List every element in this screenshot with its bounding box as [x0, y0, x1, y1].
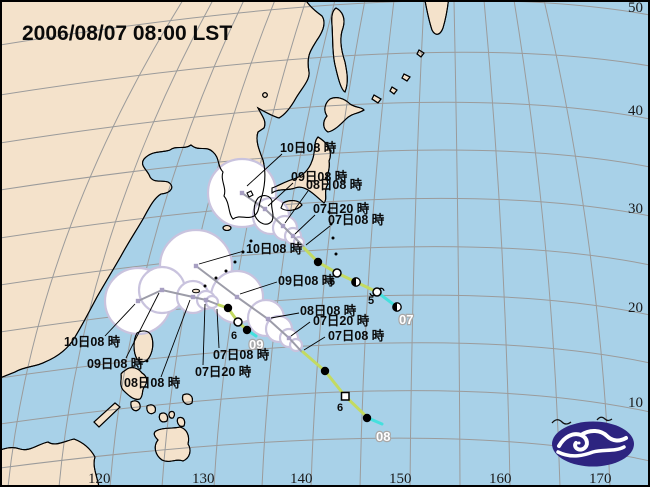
mindoro-island	[130, 400, 141, 412]
forecast-label-s08-00h: 07日08 時	[328, 328, 385, 343]
borneo-coast	[0, 438, 100, 487]
kamchatka-peninsula	[424, 0, 450, 35]
latitude-labels: 50 40 30 20 10	[628, 0, 643, 411]
lon-label-170: 170	[589, 471, 612, 487]
landmasses	[0, 0, 450, 487]
day-marker-6-storm-08: 6	[337, 402, 343, 414]
palawan-island	[93, 402, 121, 428]
track-position-symbols	[223, 257, 402, 423]
samar-island	[182, 393, 193, 405]
mindanao-island	[153, 426, 191, 462]
taiwan-island	[133, 330, 154, 363]
mindanao-island	[153, 426, 191, 462]
forecast-label-s08-48h: 09日08 時	[278, 273, 335, 288]
lat-label-40: 40	[628, 103, 643, 119]
forecast-position-dots	[135, 190, 296, 341]
daily-position-circle	[332, 268, 342, 278]
coastline-overlay	[0, 0, 450, 487]
typhoon-symbol	[372, 287, 382, 297]
lon-label-130: 130	[192, 471, 215, 487]
luzon-island	[120, 367, 148, 400]
shikoku-island	[280, 200, 303, 211]
kuril-islands	[371, 49, 425, 104]
map-title: 2006/08/07 08:00 LST	[22, 22, 232, 45]
forecast-label-s08-24h: 08日08 時	[300, 303, 357, 318]
kyushu-island	[253, 195, 274, 225]
forecast-label-s07-48h: 09日08 時	[291, 169, 348, 184]
lat-label-20: 20	[628, 300, 643, 316]
tsushima-island	[246, 190, 254, 198]
okinawa-island	[192, 288, 200, 294]
forecast-label-s07-24h: 08日08 時	[306, 177, 363, 192]
forecast-label-s09-12h: 07日20 時	[195, 364, 252, 379]
hokkaido-island	[323, 97, 365, 133]
cebu-island	[168, 410, 175, 419]
forecast-label-s07-00h: 07日08 時	[328, 212, 385, 227]
cwb-logo	[552, 421, 634, 467]
lon-label-120: 120	[88, 471, 111, 487]
forecast-label-s07-12h: 07日20 時	[313, 201, 370, 216]
lon-label-140: 140	[290, 471, 313, 487]
longitude-labels: 120 130 140 150 160 170	[88, 471, 612, 487]
forecast-label-s08-12h: 07日20 時	[313, 313, 370, 328]
daily-position-square	[340, 391, 350, 401]
forecast-label-s09-48h: 09日08 時	[87, 356, 144, 371]
forecast-label-s09-72h: 10日08 時	[64, 334, 121, 349]
day-marker-6-storm-09: 6	[231, 330, 237, 342]
day-marker-6-storm-07: 6	[329, 276, 335, 288]
negros-island	[158, 412, 169, 423]
small-island-dots	[138, 210, 338, 365]
ulleungdo-island	[262, 92, 268, 98]
bird-marks	[551, 416, 613, 425]
forecast-label-s07-72h: 10日08 時	[280, 140, 337, 155]
day-marker-5-storm-07: 5	[368, 295, 374, 307]
asia-mainland-coast	[0, 0, 325, 379]
lat-label-30: 30	[628, 201, 643, 217]
leyte-island	[176, 416, 186, 427]
forecast-label-s08-72h: 10日08 時	[246, 241, 303, 256]
lat-label-10: 10	[628, 395, 643, 411]
storm-number-09: 09	[249, 337, 263, 352]
cheju-island	[222, 224, 232, 232]
lon-label-160: 160	[489, 471, 512, 487]
lon-label-150: 150	[389, 471, 412, 487]
lat-label-50: 50	[628, 0, 643, 16]
storm-number-08: 08	[376, 429, 390, 444]
honshu-island	[271, 136, 331, 204]
sakhalin-island	[331, 7, 348, 93]
forecast-label-s09-24h: 08日08 時	[124, 375, 181, 390]
storm-number-07: 07	[399, 312, 413, 327]
panay-island	[146, 404, 156, 415]
forecast-label-s09-00h: 07日08 時	[213, 347, 270, 362]
label-leader-lines	[104, 153, 331, 378]
